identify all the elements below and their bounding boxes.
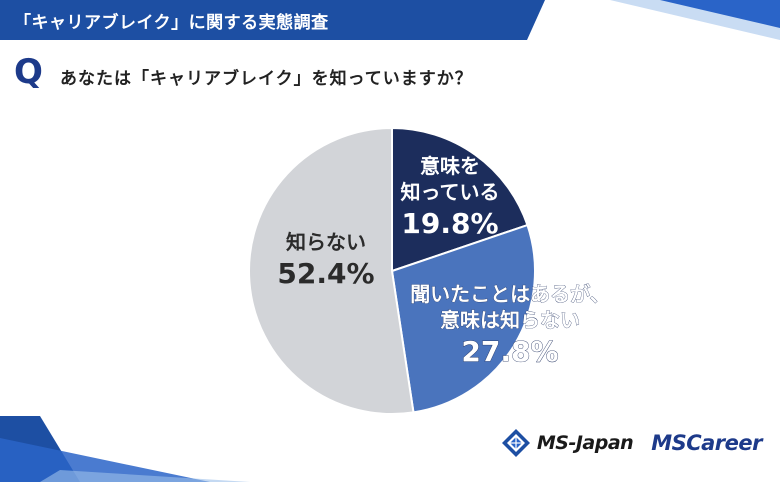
ms-japan-logo-text: MS-Japan <box>536 432 634 454</box>
pie-label-line: 知らない <box>286 230 366 254</box>
ms-japan-logo: MS-Japan <box>501 428 634 458</box>
header-band <box>0 0 780 40</box>
pie-label-line: 聞いたことはあるが、 <box>410 282 610 306</box>
header-deco-dark <box>660 0 780 28</box>
pie-label-line: 知っている <box>401 180 500 204</box>
diamond-lattice-icon <box>501 429 530 457</box>
pie-slice-label: 聞いたことはあるが、意味は知らない 27.8% <box>410 282 610 369</box>
pie-label-line: 意味を <box>420 154 480 178</box>
pie-slice <box>390 223 536 414</box>
question-mark: Q <box>14 52 43 92</box>
pie-slice-label: 知らない 52.4% <box>277 230 374 290</box>
pie-value-label: 27.8% <box>461 335 558 368</box>
pie-value-label: 19.8% <box>401 207 498 240</box>
header-title: 「キャリアブレイク」に関する実態調査 <box>14 13 329 33</box>
ms-career-logo: MSCareer <box>651 431 762 455</box>
pie-slice <box>248 126 415 415</box>
pie-slice <box>391 126 529 273</box>
question-text: あなたは「キャリアブレイク」を知っていますか？ <box>60 69 473 89</box>
pie-value-label: 52.4% <box>277 257 374 290</box>
header-band-shape <box>0 0 545 40</box>
pie-label-line: 意味は知らない <box>440 308 580 332</box>
logo-row: MS-Japan MSCareer <box>501 426 762 460</box>
